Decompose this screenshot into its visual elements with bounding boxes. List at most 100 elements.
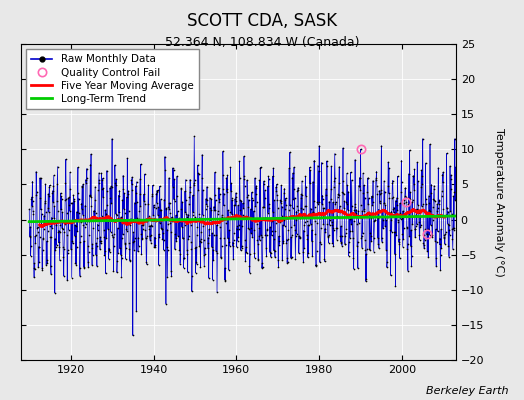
Point — [216, 223, 224, 230]
Point — [158, 226, 166, 232]
Point — [135, 216, 143, 222]
Point — [392, 232, 400, 238]
Point — [243, 250, 251, 256]
Point — [271, 220, 280, 227]
Point — [219, 186, 227, 192]
Point — [36, 194, 45, 201]
Point — [250, 250, 258, 256]
Point — [390, 204, 398, 211]
Point — [58, 196, 66, 202]
Point — [352, 211, 360, 218]
Point — [231, 213, 239, 219]
Point — [56, 257, 64, 264]
Point — [56, 222, 64, 228]
Point — [440, 234, 449, 240]
Point — [259, 204, 267, 210]
Point — [88, 262, 96, 268]
Point — [27, 243, 35, 249]
Point — [82, 180, 91, 186]
Point — [409, 197, 417, 204]
Point — [346, 169, 355, 176]
Point — [278, 257, 287, 263]
Point — [132, 308, 140, 314]
Point — [393, 206, 401, 213]
Point — [370, 217, 379, 223]
Point — [434, 165, 442, 171]
Point — [240, 153, 248, 160]
Point — [212, 248, 220, 254]
Point — [155, 233, 163, 240]
Point — [166, 220, 174, 226]
Point — [199, 187, 207, 193]
Point — [388, 194, 396, 201]
Point — [26, 233, 34, 239]
Point — [111, 179, 119, 186]
Point — [80, 238, 89, 244]
Point — [269, 208, 277, 215]
Point — [119, 206, 128, 212]
Point — [245, 263, 254, 270]
Point — [207, 196, 215, 202]
Point — [443, 205, 451, 211]
Point — [275, 238, 283, 244]
Point — [148, 223, 156, 229]
Point — [83, 243, 92, 250]
Point — [329, 199, 337, 206]
Point — [407, 263, 416, 269]
Point — [304, 222, 313, 229]
Point — [79, 181, 88, 188]
Point — [41, 181, 50, 187]
Point — [424, 254, 432, 260]
Point — [279, 238, 287, 244]
Point — [352, 206, 361, 213]
Point — [54, 228, 63, 234]
Point — [177, 186, 185, 192]
Point — [45, 193, 53, 199]
Point — [215, 199, 224, 206]
Point — [97, 212, 106, 219]
Point — [183, 251, 192, 258]
Point — [35, 259, 43, 265]
Point — [196, 238, 204, 244]
Point — [189, 209, 198, 216]
Point — [251, 175, 259, 181]
Point — [182, 211, 191, 217]
Point — [269, 247, 278, 254]
Point — [189, 192, 197, 198]
Point — [324, 233, 332, 239]
Point — [128, 187, 137, 193]
Point — [378, 239, 386, 245]
Point — [35, 244, 43, 250]
Point — [275, 241, 283, 248]
Point — [264, 209, 272, 216]
Point — [139, 222, 147, 228]
Point — [178, 235, 187, 242]
Point — [237, 245, 246, 251]
Point — [403, 268, 412, 274]
Point — [423, 230, 431, 237]
Point — [212, 222, 221, 228]
Point — [79, 211, 87, 218]
Point — [416, 214, 424, 220]
Point — [264, 183, 272, 190]
Point — [44, 191, 52, 197]
Point — [381, 223, 389, 230]
Point — [227, 188, 235, 194]
Point — [86, 161, 94, 168]
Point — [345, 238, 353, 245]
Point — [187, 246, 195, 252]
Point — [127, 181, 136, 187]
Point — [383, 217, 391, 223]
Point — [126, 257, 134, 264]
Point — [226, 243, 234, 249]
Point — [133, 179, 141, 185]
Point — [349, 234, 357, 241]
Point — [324, 234, 332, 240]
Point — [35, 244, 43, 250]
Point — [345, 216, 354, 222]
Point — [27, 196, 36, 202]
Point — [162, 244, 171, 250]
Point — [406, 189, 414, 195]
Point — [45, 209, 53, 215]
Point — [266, 224, 275, 230]
